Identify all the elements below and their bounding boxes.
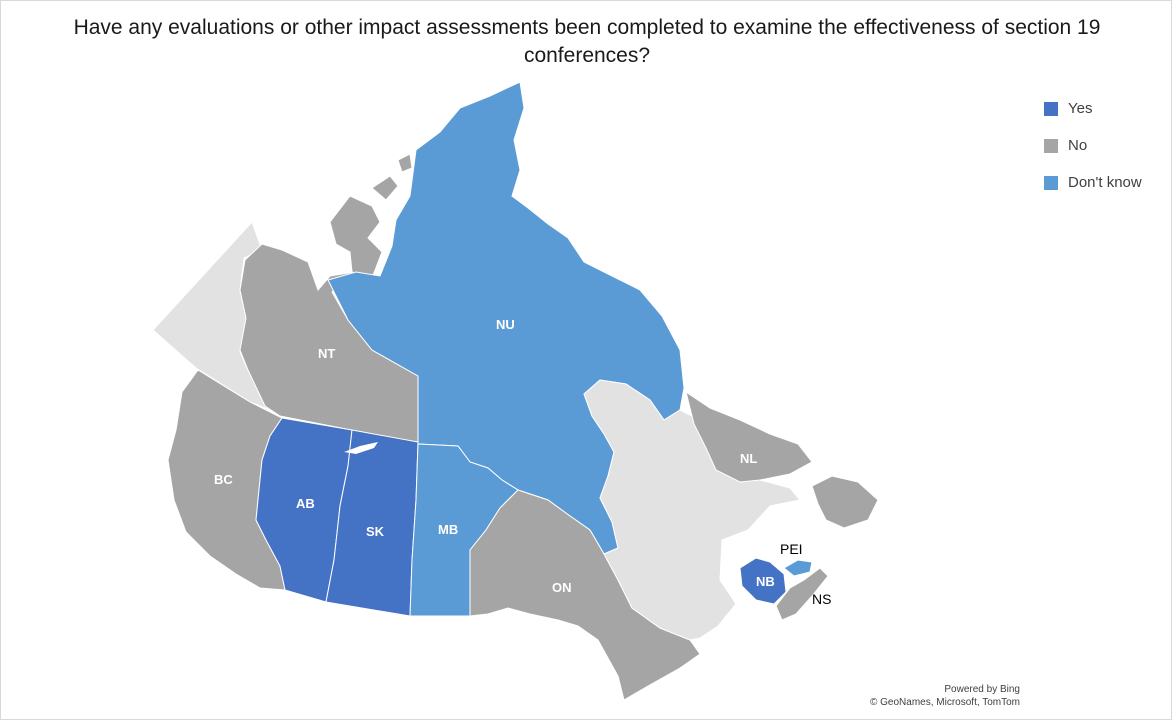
label-nb: NB: [756, 574, 775, 589]
legend-item-dont-know: Don't know: [1044, 164, 1142, 201]
label-ns: NS: [812, 591, 831, 607]
legend-swatch-yes: [1044, 101, 1058, 116]
credit-sources: © GeoNames, Microsoft, TomTom: [870, 697, 1020, 708]
lake-athabasca: [344, 442, 378, 454]
label-nl: NL: [740, 451, 757, 466]
region-nt-island-2: [371, 175, 399, 201]
map-credit: Powered by Bing © GeoNames, Microsoft, T…: [852, 683, 1020, 709]
legend-swatch-no: [1044, 138, 1058, 153]
map-title: Have any evaluations or other impact ass…: [73, 16, 1101, 67]
legend-item-yes: Yes: [1044, 90, 1142, 127]
legend-swatch-dont-know: [1044, 175, 1058, 190]
label-bc: BC: [214, 472, 233, 487]
region-nt-islands: [329, 195, 383, 279]
region-pei: [783, 559, 813, 577]
region-nt-island-3: [397, 153, 413, 173]
legend: Yes No Don't know: [1044, 90, 1142, 201]
credit-powered-by: Powered by Bing: [944, 684, 1020, 695]
region-nl: [685, 390, 813, 483]
label-nu: NU: [496, 317, 515, 332]
region-on: [469, 489, 701, 701]
label-mb: MB: [438, 522, 458, 537]
legend-item-no: No: [1044, 127, 1142, 164]
legend-label-dont-know: Don't know: [1068, 174, 1142, 191]
label-pei: PEI: [780, 541, 803, 557]
label-nt: NT: [318, 346, 335, 361]
label-ab: AB: [296, 496, 315, 511]
legend-label-yes: Yes: [1068, 100, 1093, 117]
region-ns: [775, 567, 829, 621]
label-on: ON: [552, 580, 572, 595]
legend-label-no: No: [1068, 137, 1088, 154]
label-sk: SK: [366, 524, 385, 539]
region-nl-island: [811, 475, 879, 529]
region-nb: [739, 557, 787, 605]
region-qc: [583, 379, 801, 641]
